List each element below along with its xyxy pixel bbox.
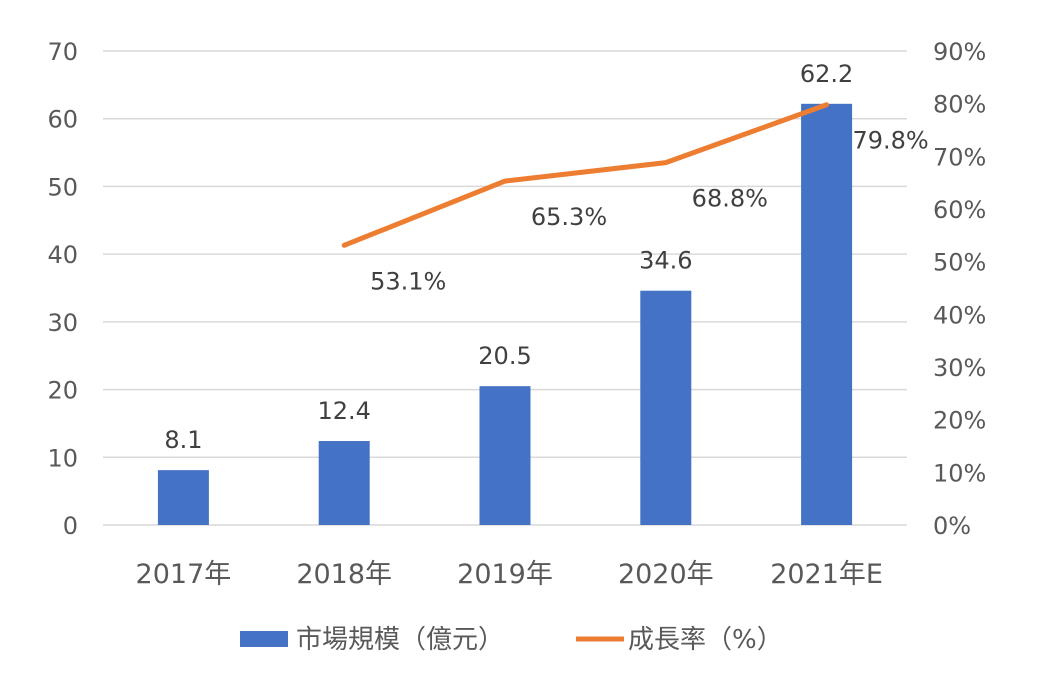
bar-value-label: 62.2 bbox=[800, 60, 853, 88]
legend-line-label: 成長率（%） bbox=[628, 625, 783, 655]
left-tick-label: 60 bbox=[47, 106, 78, 134]
bar-value-label: 20.5 bbox=[478, 342, 531, 370]
right-tick-label: 20% bbox=[933, 407, 986, 435]
right-tick-label: 50% bbox=[933, 249, 986, 277]
data-labels: 8.1 12.4 20.5 34.6 62.2 53.1% 65.3% 68.8% 79.8% bbox=[164, 60, 928, 454]
right-tick-label: 30% bbox=[933, 354, 986, 382]
right-tick-label: 80% bbox=[933, 91, 986, 119]
left-tick-label: 70 bbox=[47, 38, 78, 66]
left-tick-label: 0 bbox=[63, 512, 78, 540]
left-tick-label: 30 bbox=[47, 309, 78, 337]
bar bbox=[801, 103, 853, 526]
x-tick-label: 2018年 bbox=[296, 559, 392, 590]
bar bbox=[640, 290, 692, 525]
x-axis: 2017年 2018年 2019年 2020年 2021年E bbox=[136, 559, 883, 590]
left-y-axis: 0 10 20 30 40 50 60 70 bbox=[47, 38, 78, 540]
x-tick-label: 2020年 bbox=[618, 559, 714, 590]
left-tick-label: 40 bbox=[47, 241, 78, 269]
line-value-label: 65.3% bbox=[531, 203, 607, 231]
right-tick-label: 40% bbox=[933, 301, 986, 329]
bar-value-label: 8.1 bbox=[164, 426, 202, 454]
right-tick-label: 60% bbox=[933, 196, 986, 224]
bar-series bbox=[157, 103, 853, 526]
right-tick-label: 0% bbox=[933, 512, 971, 540]
left-tick-label: 10 bbox=[47, 444, 78, 472]
right-tick-label: 10% bbox=[933, 459, 986, 487]
line-series bbox=[341, 102, 830, 248]
left-tick-label: 50 bbox=[47, 173, 78, 201]
bar-value-label: 34.6 bbox=[639, 247, 692, 275]
line-value-label: 53.1% bbox=[370, 267, 446, 295]
line-value-label: 79.8% bbox=[852, 127, 928, 155]
bar bbox=[479, 386, 531, 525]
bar bbox=[157, 470, 209, 525]
legend-bar-label: 市場規模（億元） bbox=[296, 625, 504, 655]
line-value-label: 68.8% bbox=[692, 185, 768, 213]
right-tick-label: 70% bbox=[933, 143, 986, 171]
x-tick-label: 2021年E bbox=[770, 559, 883, 590]
bar bbox=[318, 441, 370, 525]
right-y-axis: 0% 10% 20% 30% 40% 50% 60% 70% 80% 90% bbox=[933, 38, 986, 540]
growth-rate-line bbox=[341, 102, 830, 248]
legend: 市場規模（億元） 成長率（%） bbox=[240, 625, 783, 655]
legend-bar-swatch bbox=[240, 631, 288, 647]
x-tick-label: 2019年 bbox=[457, 559, 553, 590]
x-tick-label: 2017年 bbox=[136, 559, 232, 590]
right-tick-label: 90% bbox=[933, 38, 986, 66]
bar-value-label: 12.4 bbox=[317, 397, 370, 425]
left-tick-label: 20 bbox=[47, 377, 78, 405]
